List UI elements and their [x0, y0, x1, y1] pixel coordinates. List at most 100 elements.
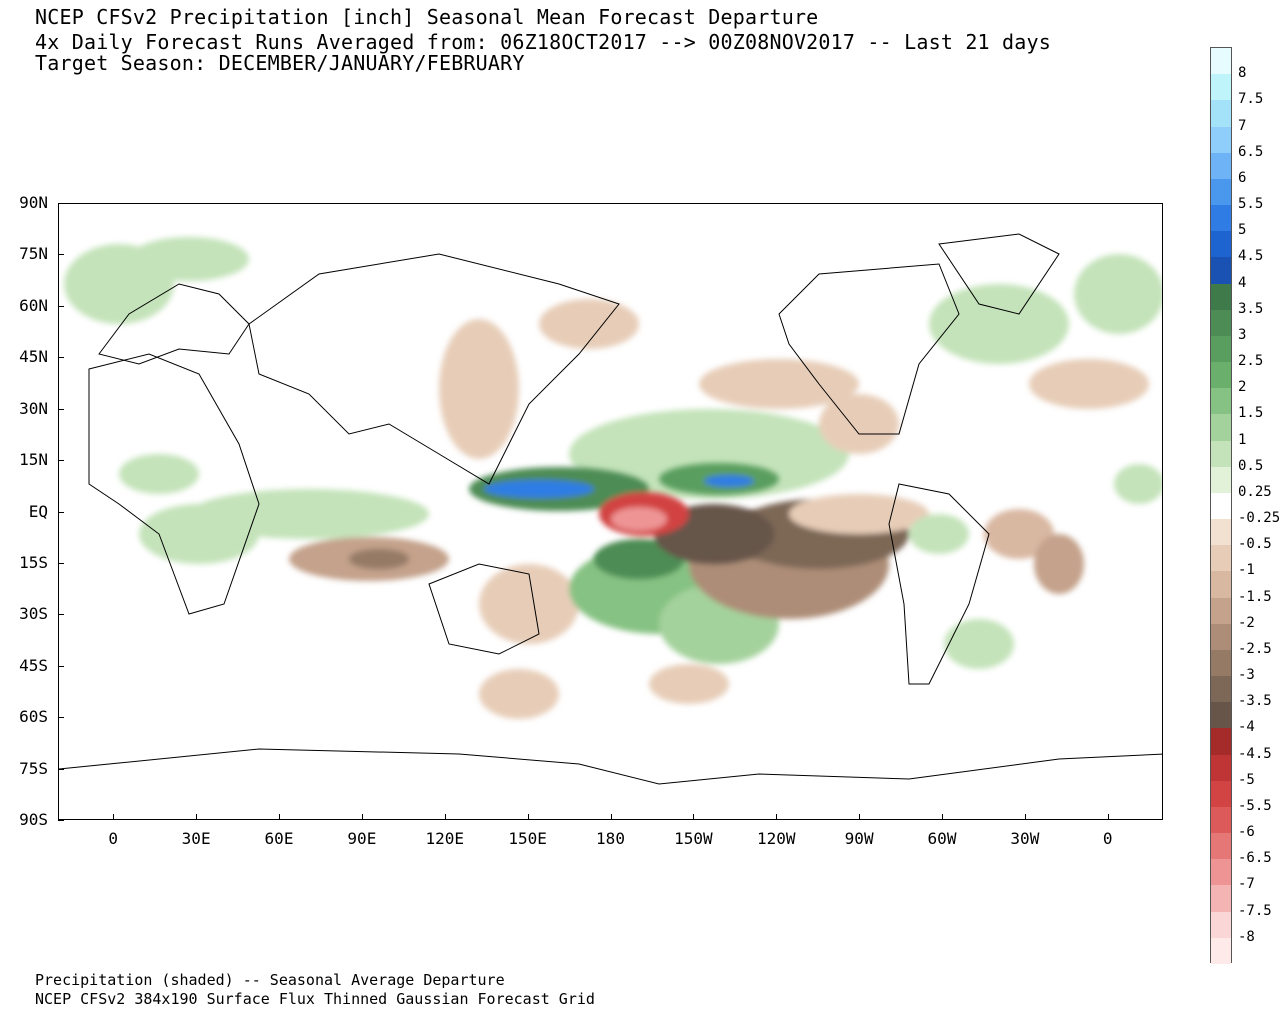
- colorbar-label: 0.5: [1238, 457, 1264, 474]
- colorbar-swatch: [1211, 702, 1231, 729]
- colorbar-swatch: [1211, 126, 1231, 154]
- colorbar-label: 0.25: [1238, 483, 1272, 500]
- lon-label: 150W: [674, 829, 713, 848]
- colorbar-swatch: [1211, 492, 1231, 520]
- colorbar-swatch: [1211, 388, 1231, 415]
- colorbar-swatch: [1211, 309, 1231, 337]
- colorbar-swatch: [1211, 676, 1231, 703]
- lon-label: 120W: [756, 829, 796, 848]
- colorbar-swatch: [1211, 231, 1231, 258]
- colorbar-label: 7.5: [1238, 91, 1264, 108]
- lat-tick: [58, 254, 64, 256]
- colorbar-swatch: [1211, 649, 1231, 677]
- colorbar-label: -4.5: [1238, 745, 1272, 762]
- lon-tick: [444, 814, 446, 820]
- map-subtitle-runs: 4x Daily Forecast Runs Averaged from: 06…: [35, 30, 1052, 54]
- lon-label: 0: [1102, 829, 1113, 848]
- colorbar-swatch: [1211, 178, 1231, 206]
- lat-label: 60N: [19, 295, 48, 315]
- lat-tick: [58, 562, 64, 564]
- lat-tick: [58, 203, 64, 204]
- lon-tick: [776, 814, 778, 820]
- lat-label: 90N: [19, 193, 48, 212]
- footer-grid-note: NCEP CFSv2 384x190 Surface Flux Thinned …: [35, 990, 595, 1008]
- lon-label: 90W: [844, 829, 874, 848]
- colorbar-swatch: [1211, 728, 1231, 756]
- colorbar-label: -2.5: [1238, 640, 1272, 657]
- lon-label: 90E: [347, 829, 377, 848]
- lat-label: 75N: [19, 244, 48, 264]
- footer-shading-note: Precipitation (shaded) -- Seasonal Avera…: [35, 971, 505, 989]
- lon-tick: [942, 814, 943, 820]
- lon-label: 30E: [181, 829, 211, 848]
- colorbar-label: 3.5: [1238, 300, 1264, 317]
- lat-tick: [58, 768, 64, 770]
- colorbar-label: -5: [1238, 771, 1255, 788]
- lon-label: 180: [596, 829, 625, 848]
- colorbar-label: -1: [1238, 562, 1255, 579]
- colorbar-swatch: [1211, 335, 1231, 363]
- colorbar-label: -2: [1238, 614, 1255, 631]
- lon-label: 120E: [425, 829, 465, 848]
- colorbar-swatch: [1211, 545, 1231, 572]
- lat-tick: [58, 820, 64, 821]
- colorbar-swatch: [1211, 100, 1231, 127]
- colorbar-label: -8: [1238, 928, 1255, 945]
- colorbar-label: -3: [1238, 667, 1255, 684]
- colorbar-label: -7: [1238, 876, 1255, 893]
- lat-label: 45S: [19, 655, 48, 675]
- lat-label: 75S: [19, 758, 48, 778]
- lon-tick: [527, 814, 529, 820]
- colorbar-swatch: [1211, 754, 1231, 782]
- colorbar-swatch: [1211, 283, 1231, 311]
- lon-tick: [113, 814, 115, 820]
- lon-label: 150E: [508, 829, 547, 848]
- lat-tick: [58, 408, 64, 410]
- lat-label: 30N: [19, 398, 48, 418]
- colorbar-label: 4: [1238, 274, 1247, 291]
- anomaly-cores: [349, 463, 779, 579]
- colorbar-label: 2.5: [1238, 353, 1264, 370]
- lat-label: 15N: [19, 450, 48, 470]
- colorbar-label: -1.5: [1238, 588, 1272, 605]
- colorbar-swatch: [1211, 911, 1231, 939]
- colorbar-swatch: [1211, 519, 1231, 546]
- lat-tick: [58, 460, 64, 462]
- colorbar-swatch: [1211, 885, 1231, 913]
- colorbar-label: -4: [1238, 719, 1255, 736]
- colorbar-label: 1: [1238, 431, 1247, 448]
- colorbar-swatch: [1211, 152, 1231, 180]
- colorbar-label: -0.5: [1238, 536, 1272, 553]
- lon-label: 0: [108, 829, 119, 848]
- colorbar-swatch: [1211, 414, 1231, 442]
- lat-tick: [58, 511, 64, 513]
- colorbar-swatch: [1211, 74, 1231, 101]
- map-title: NCEP CFSv2 Precipitation [inch] Seasonal…: [35, 5, 819, 29]
- lon-tick: [1107, 814, 1109, 820]
- colorbar-swatch: [1211, 806, 1231, 834]
- colorbar-label: 1.5: [1238, 405, 1264, 422]
- lat-label: 90S: [19, 810, 48, 829]
- lat-tick: [58, 614, 64, 616]
- map-subtitle-season: Target Season: DECEMBER/JANUARY/FEBRUARY: [35, 51, 525, 75]
- lat-label: 60S: [19, 707, 48, 727]
- lat-label: 45N: [19, 347, 48, 367]
- colorbar-label: 5.5: [1238, 196, 1264, 213]
- colorbar-label: -3.5: [1238, 693, 1272, 710]
- colorbar-label: -6.5: [1238, 850, 1272, 867]
- colorbar-label: -7.5: [1238, 902, 1272, 919]
- lon-tick: [693, 814, 695, 820]
- lon-tick: [361, 814, 363, 820]
- coastlines: [59, 233, 1162, 785]
- colorbar-swatch: [1211, 440, 1231, 468]
- lat-label: 30S: [19, 604, 48, 624]
- colorbar-label: 5: [1238, 222, 1247, 239]
- lat-label: 15S: [19, 552, 48, 572]
- colorbar-label: 4.5: [1238, 248, 1264, 265]
- colorbar-swatch: [1211, 257, 1231, 285]
- colorbar-label: 2: [1238, 379, 1247, 396]
- colorbar-swatch: [1211, 571, 1231, 599]
- colorbar-label: 3: [1238, 326, 1247, 343]
- colorbar-swatch: [1211, 623, 1231, 651]
- lat-tick: [58, 717, 64, 719]
